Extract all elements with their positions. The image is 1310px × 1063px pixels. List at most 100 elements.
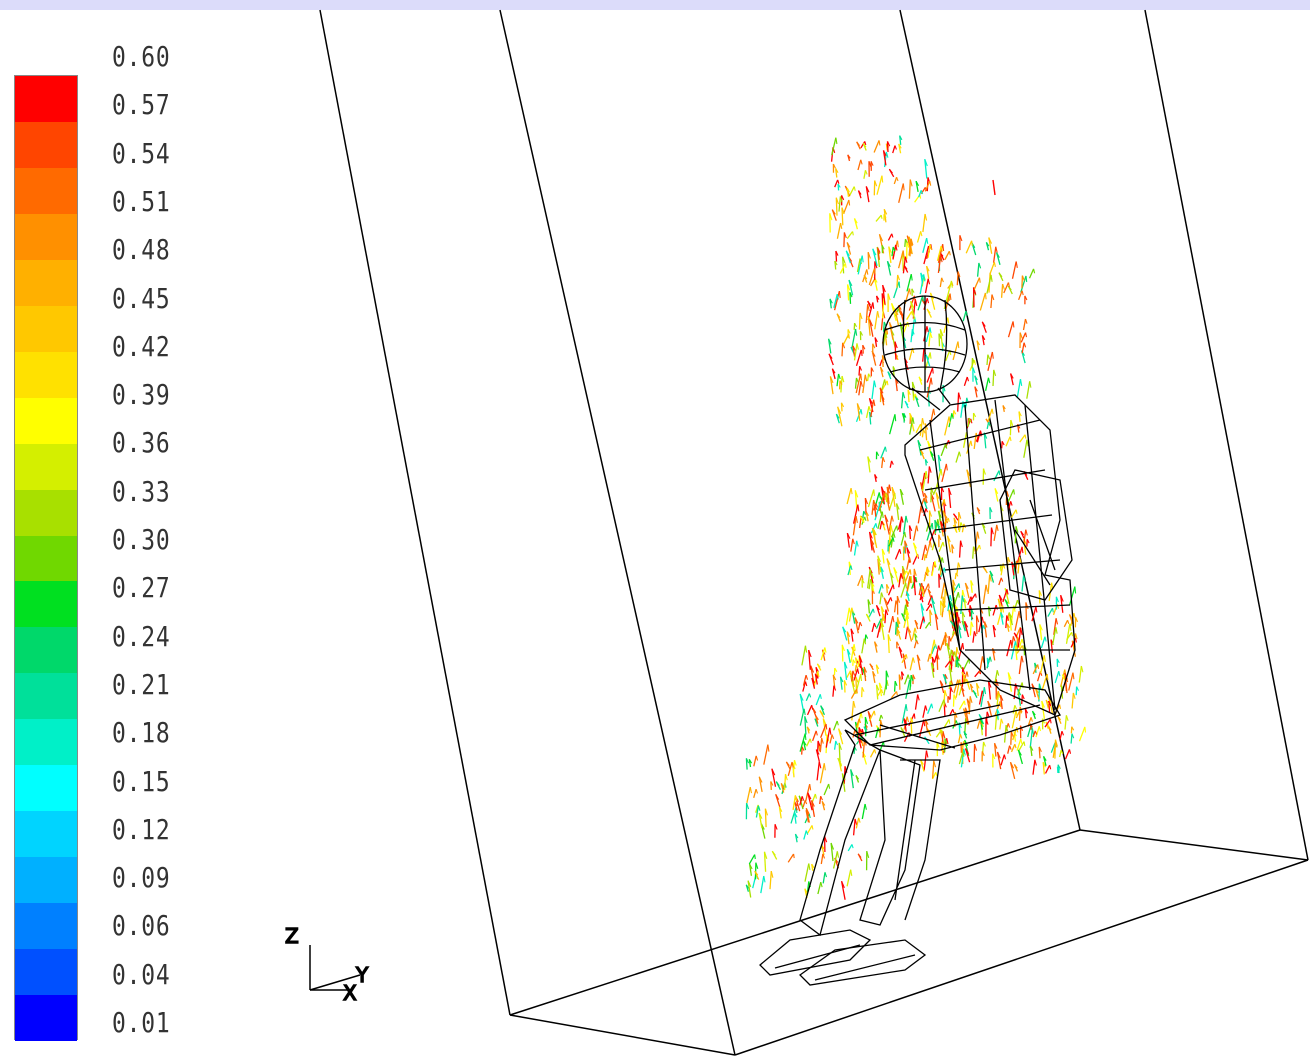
velocity-vector-tip <box>926 265 930 272</box>
velocity-vector-tip <box>887 141 891 147</box>
velocity-vector-tip <box>926 566 930 573</box>
colorbar-label: 0.01 <box>112 1006 171 1039</box>
velocity-vector-tip <box>838 373 841 380</box>
velocity-vector-tip <box>1041 700 1045 708</box>
velocity-vector-tip <box>1015 683 1018 690</box>
velocity-vector-tip <box>978 544 981 550</box>
velocity-vector <box>853 540 858 556</box>
velocity-vector <box>865 406 870 419</box>
velocity-vector-tip <box>874 504 878 511</box>
velocity-vector-tip <box>1069 614 1073 620</box>
velocity-vector-tip <box>924 187 927 192</box>
velocity-vector <box>1014 611 1020 631</box>
velocity-vector <box>918 582 923 596</box>
velocity-vector-tip <box>846 242 851 248</box>
velocity-vector-tip <box>883 597 888 604</box>
velocity-vector-tip <box>944 690 948 697</box>
velocity-vector <box>1044 718 1051 728</box>
velocity-vector-tip <box>970 580 974 586</box>
velocity-vector-tip <box>940 520 944 527</box>
velocity-vector <box>943 589 946 609</box>
velocity-vector <box>987 680 992 700</box>
velocity-vector-tip <box>888 484 892 492</box>
velocity-vector <box>851 328 857 348</box>
velocity-vector <box>833 293 838 308</box>
visualization-viewport[interactable]: 0.60 0.57 0.54 0.51 0.48 0.45 0.42 0.39 0.36 0.33… <box>0 10 1310 1063</box>
velocity-vector-tip <box>966 671 969 677</box>
velocity-vector-tip <box>856 141 861 147</box>
velocity-vector-tip <box>1002 283 1005 290</box>
velocity-vector-tip <box>938 645 941 651</box>
velocity-vector <box>879 520 883 530</box>
velocity-vector <box>982 584 987 604</box>
velocity-vector-tip <box>1015 509 1018 514</box>
velocity-vector-tip <box>812 707 817 714</box>
velocity-vector <box>878 682 883 697</box>
velocity-vector-tip <box>821 737 824 744</box>
velocity-vector <box>901 568 905 585</box>
velocity-vector <box>1005 436 1011 447</box>
velocity-vector-tip <box>749 863 753 870</box>
velocity-vector-tip <box>841 402 845 408</box>
velocity-vector <box>994 714 998 730</box>
velocity-vector-tip <box>877 555 882 563</box>
velocity-vector <box>1011 710 1017 729</box>
velocity-vector <box>832 685 835 697</box>
velocity-vector-tip <box>866 850 870 859</box>
velocity-vector-tip <box>1030 717 1033 722</box>
velocity-vector <box>1007 489 1015 502</box>
velocity-vector <box>910 329 914 343</box>
velocity-vector-tip <box>1043 756 1047 761</box>
colorbar-legend <box>14 75 78 1042</box>
velocity-vector <box>877 555 882 573</box>
velocity-vector-tip <box>1005 724 1009 732</box>
velocity-vector <box>847 844 853 852</box>
velocity-vector <box>911 627 916 641</box>
velocity-vector-tip <box>908 556 912 563</box>
velocity-vector <box>855 718 860 728</box>
velocity-vector-tip <box>929 609 933 616</box>
velocity-vector-tip <box>1026 539 1030 544</box>
velocity-vector <box>922 705 927 718</box>
velocity-vector <box>771 768 777 787</box>
velocity-vector-tip <box>901 671 905 676</box>
velocity-vector-tip <box>780 783 785 788</box>
velocity-vector-tip <box>899 322 904 330</box>
velocity-vector <box>920 272 924 284</box>
velocity-vector-tip <box>878 234 884 242</box>
velocity-vector <box>846 533 850 548</box>
velocity-vector <box>871 622 876 633</box>
velocity-vector <box>898 674 901 690</box>
velocity-vector <box>996 692 1000 706</box>
velocity-vector-tip <box>961 671 966 677</box>
velocity-vector-tip <box>942 541 945 547</box>
velocity-vector <box>755 805 760 818</box>
velocity-vector <box>979 292 987 311</box>
velocity-vector-tip <box>957 341 960 349</box>
velocity-vector <box>806 825 813 835</box>
colorbar-label: 0.39 <box>112 378 171 412</box>
velocity-vector <box>1021 342 1025 354</box>
velocity-vector <box>895 503 900 520</box>
velocity-vector-tip <box>820 705 825 711</box>
velocity-vector <box>975 683 979 696</box>
velocity-vector <box>802 800 806 808</box>
velocity-vector <box>880 446 887 459</box>
velocity-vector <box>917 295 924 311</box>
velocity-vector-tip <box>992 648 996 654</box>
velocity-vector-tip <box>855 377 859 383</box>
velocity-vector-tip <box>860 380 863 387</box>
velocity-vector-tip <box>842 256 846 264</box>
velocity-vector-tip <box>896 691 898 696</box>
velocity-vector <box>877 558 880 575</box>
velocity-vector-tip <box>999 701 1002 708</box>
velocity-vector <box>890 525 898 538</box>
velocity-vector-tip <box>890 572 894 579</box>
velocity-vector-tip <box>882 457 886 463</box>
velocity-vector <box>935 469 942 488</box>
velocity-vector-tip <box>982 566 987 571</box>
velocity-vector <box>830 842 834 862</box>
velocity-vector-tip <box>963 700 966 706</box>
velocity-vector-tip <box>998 594 1003 601</box>
velocity-vector-tip <box>905 599 910 604</box>
